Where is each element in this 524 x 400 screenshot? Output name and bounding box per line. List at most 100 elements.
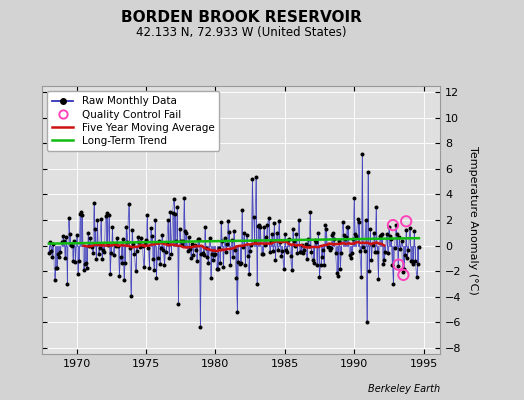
Point	[76, 210, 84, 217]
Point	[221, 235, 229, 242]
Point	[194, 236, 202, 243]
Point	[252, 174, 260, 180]
Point	[53, 265, 61, 271]
Point	[62, 234, 70, 240]
Point	[392, 230, 401, 237]
Point	[210, 252, 219, 259]
Point	[310, 260, 318, 266]
Point	[358, 150, 366, 157]
Point	[357, 274, 365, 280]
Point	[291, 243, 299, 250]
Point	[306, 209, 314, 215]
Point	[391, 222, 400, 228]
Point	[93, 217, 102, 223]
Point	[146, 225, 155, 232]
Point	[203, 254, 212, 260]
Point	[111, 241, 119, 248]
Point	[356, 248, 364, 254]
Text: BORDEN BROOK RESERVOIR: BORDEN BROOK RESERVOIR	[121, 10, 362, 25]
Point	[371, 248, 379, 255]
Point	[97, 216, 105, 222]
Point	[85, 243, 93, 250]
Point	[138, 242, 147, 249]
Point	[136, 244, 145, 250]
Point	[308, 257, 316, 264]
Point	[68, 243, 76, 249]
Point	[211, 250, 220, 257]
Point	[182, 230, 191, 237]
Point	[256, 224, 265, 230]
Point	[230, 228, 238, 234]
Point	[127, 293, 135, 299]
Point	[108, 224, 117, 230]
Point	[60, 238, 68, 244]
Point	[233, 308, 242, 315]
Point	[364, 168, 372, 175]
Point	[257, 251, 266, 258]
Point	[149, 256, 157, 262]
Point	[397, 238, 406, 244]
Point	[223, 241, 231, 247]
Point	[224, 218, 232, 224]
Point	[56, 249, 64, 256]
Point	[54, 251, 62, 257]
Point	[183, 248, 192, 254]
Y-axis label: Temperature Anomaly (°C): Temperature Anomaly (°C)	[468, 146, 478, 294]
Point	[130, 250, 139, 257]
Point	[67, 242, 75, 248]
Point	[258, 250, 267, 257]
Point	[320, 262, 328, 268]
Point	[373, 248, 381, 255]
Point	[402, 227, 410, 233]
Point	[189, 252, 198, 258]
Point	[302, 256, 311, 262]
Point	[369, 230, 378, 236]
Legend: Raw Monthly Data, Quality Control Fail, Five Year Moving Average, Long-Term Tren: Raw Monthly Data, Quality Control Fail, …	[47, 91, 220, 151]
Point	[47, 247, 56, 254]
Point	[228, 254, 237, 260]
Point	[46, 238, 54, 245]
Point	[375, 232, 384, 239]
Point	[120, 277, 128, 283]
Point	[151, 217, 159, 224]
Text: Berkeley Earth: Berkeley Earth	[368, 384, 440, 394]
Point	[234, 258, 243, 265]
Point	[246, 248, 254, 254]
Point	[339, 219, 347, 226]
Point	[95, 245, 104, 251]
Point	[132, 268, 140, 275]
Point	[61, 255, 69, 261]
Point	[58, 239, 66, 246]
Point	[307, 249, 315, 256]
Point	[156, 261, 164, 267]
Point	[101, 213, 110, 220]
Point	[333, 270, 341, 276]
Point	[274, 247, 282, 254]
Point	[402, 218, 410, 224]
Point	[177, 238, 185, 244]
Point	[162, 240, 171, 246]
Point	[157, 245, 165, 251]
Point	[155, 238, 163, 244]
Point	[190, 242, 199, 248]
Point	[105, 212, 113, 218]
Point	[167, 250, 176, 257]
Point	[342, 234, 350, 240]
Point	[378, 230, 386, 237]
Point	[114, 242, 123, 249]
Point	[188, 241, 196, 247]
Point	[161, 249, 170, 256]
Point	[286, 253, 294, 259]
Point	[77, 209, 85, 215]
Point	[72, 232, 81, 238]
Point	[407, 258, 415, 264]
Point	[292, 230, 300, 237]
Point	[110, 252, 118, 258]
Point	[323, 244, 332, 250]
Point	[59, 233, 67, 239]
Point	[405, 246, 413, 253]
Point	[322, 226, 331, 232]
Point	[304, 236, 312, 242]
Point	[243, 232, 251, 238]
Point	[341, 236, 349, 242]
